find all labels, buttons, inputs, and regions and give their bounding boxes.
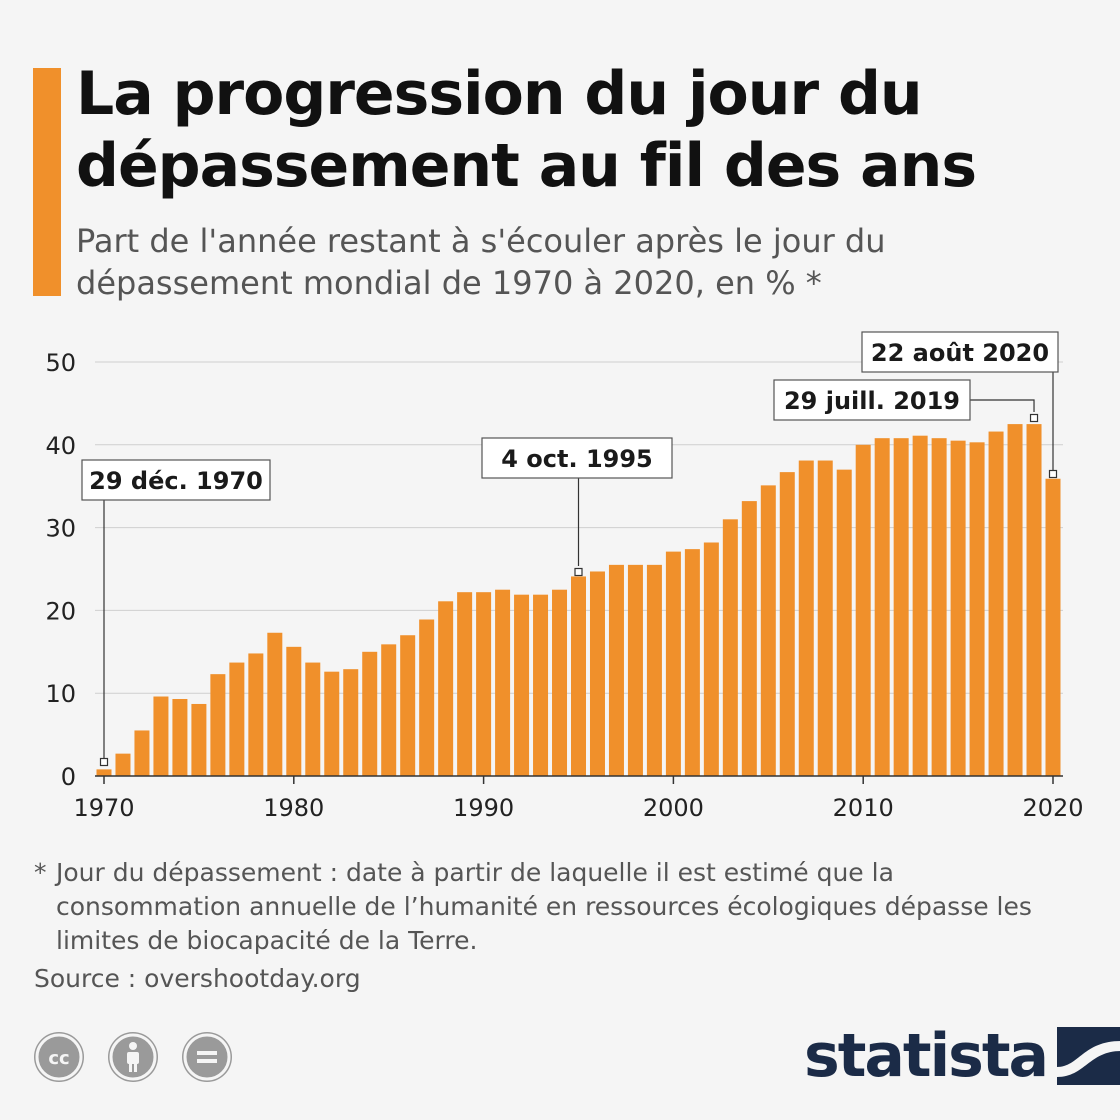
cc-icon: cc [34,1032,84,1082]
callout-line [970,399,1035,412]
attribution-icon [108,1032,158,1082]
bar [665,551,681,776]
callout-marker [574,567,583,577]
bar [153,696,169,776]
footnote: * Jour du dépassement : date à partir de… [34,856,1084,958]
bar [191,703,207,776]
y-tick-label: 0 [61,763,76,791]
annotation-label: 29 juill. 2019 [784,387,960,415]
bar [855,444,871,776]
bar [627,564,643,776]
bar [817,460,833,776]
bar [400,635,416,776]
bar [305,662,321,776]
bar [115,753,131,776]
callout-box [81,459,271,501]
callout-box [861,331,1059,373]
bar [741,501,757,776]
bar [343,669,359,776]
x-tick-label: 2020 [1022,794,1083,822]
y-tick-label: 30 [45,515,76,543]
statista-logo: statista [804,1026,1120,1086]
chart-title: La progression du jour du dépassement au… [76,59,977,201]
bar [1007,424,1023,776]
bar [381,644,397,776]
bar [912,435,928,776]
bar [646,564,662,776]
bar [476,592,492,776]
bar [988,431,1004,776]
x-tick-label: 2010 [833,794,894,822]
callout-box [773,379,971,421]
bar [608,564,624,776]
annotation-label: 29 déc. 1970 [89,467,263,495]
bar [760,485,776,776]
bar [874,438,890,776]
bar [969,442,985,776]
footnote-text: Jour du dépassement : date à partir de l… [56,858,1032,955]
bar [950,440,966,776]
bar [210,674,226,776]
x-tick-label: 1990 [453,794,514,822]
bar [836,469,852,776]
bar [267,632,283,776]
y-tick-label: 20 [45,597,76,625]
bar [457,592,473,776]
bar [552,589,568,776]
annotation-label: 22 août 2020 [871,339,1049,367]
bar [248,653,264,776]
bar [798,460,814,776]
chart-subtitle: Part de l'année restant à s'écouler aprè… [76,220,936,304]
footnote-marker: * [34,858,47,887]
bar-chart: 0 10 20 30 40 50 1970 1980 1990 2000 2010 2020 29 dé… [45,331,1084,822]
bar [893,438,909,776]
x-tick-label: 1980 [263,794,324,822]
x-tick-label: 1970 [73,794,134,822]
bar [438,601,454,776]
callout-marker [1029,413,1039,423]
y-tick-label: 50 [45,349,76,377]
statista-logo-mark-icon [1057,1027,1120,1085]
accent-bar [33,68,61,296]
bar [722,519,738,776]
bar [286,646,302,776]
bar [589,571,605,776]
bar [514,594,530,776]
svg-text:cc: cc [48,1048,69,1069]
bar [1026,424,1042,776]
bar [419,619,435,776]
callout-marker [1048,469,1058,479]
bar [495,589,511,776]
bar [1045,478,1061,776]
bar [96,769,112,776]
y-tick-label: 40 [45,432,76,460]
logo-text: statista [804,1021,1049,1091]
bar [324,671,340,776]
y-tick-label: 10 [45,680,76,708]
source: Source : overshootday.org [34,964,361,993]
callout-box [481,437,673,479]
annotation-label: 4 oct. 1995 [501,445,653,473]
bar [931,438,947,776]
bar [779,472,795,776]
license-icons: cc [34,1032,232,1082]
bar [229,662,245,776]
subtitle-text: Part de l'année restant à s'écouler aprè… [76,222,886,302]
bar [362,651,378,776]
callout-marker [99,757,109,767]
bar [703,542,719,776]
bar [134,730,150,776]
bar [533,594,549,776]
no-derivatives-icon [182,1032,232,1082]
bar [571,576,586,776]
x-tick-label: 2000 [643,794,704,822]
bar [684,549,700,776]
bar [172,698,188,776]
